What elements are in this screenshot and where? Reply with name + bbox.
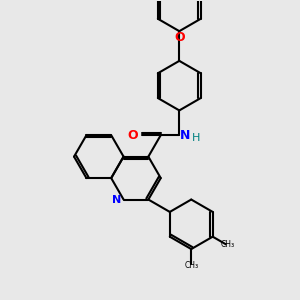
Text: N: N	[112, 194, 122, 205]
Text: O: O	[128, 129, 138, 142]
Text: N: N	[180, 129, 190, 142]
Text: CH₃: CH₃	[220, 240, 235, 249]
Text: CH₃: CH₃	[184, 261, 198, 270]
Text: H: H	[192, 133, 200, 143]
Text: O: O	[174, 31, 184, 44]
